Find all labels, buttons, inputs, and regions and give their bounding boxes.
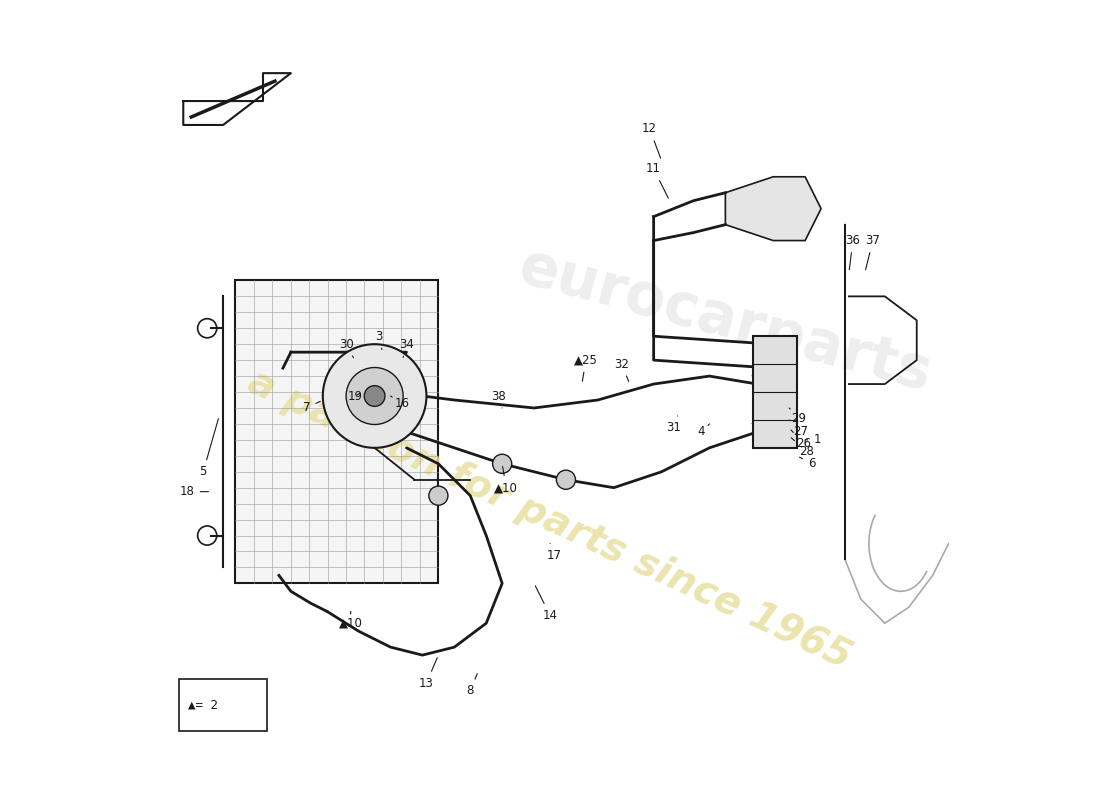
Text: 19: 19 — [348, 390, 362, 402]
Text: 32: 32 — [614, 358, 629, 382]
Text: ▲10: ▲10 — [494, 466, 518, 494]
Text: ▲10: ▲10 — [339, 611, 363, 630]
Text: 36: 36 — [846, 234, 860, 270]
Text: 18: 18 — [179, 485, 208, 498]
Text: 4: 4 — [697, 424, 710, 438]
Bar — [235, 281, 439, 583]
Polygon shape — [725, 177, 821, 241]
Text: 5: 5 — [199, 418, 219, 478]
Circle shape — [346, 367, 403, 425]
FancyBboxPatch shape — [179, 679, 267, 731]
Text: 38: 38 — [491, 390, 506, 408]
Text: ▲= 2: ▲= 2 — [188, 699, 218, 712]
Circle shape — [364, 386, 385, 406]
Circle shape — [322, 344, 427, 448]
Text: 27: 27 — [789, 420, 808, 438]
Text: 1: 1 — [805, 434, 821, 446]
Text: 13: 13 — [419, 658, 438, 690]
Text: 29: 29 — [789, 408, 806, 425]
Text: 3: 3 — [375, 330, 383, 350]
Text: 37: 37 — [866, 234, 880, 270]
Text: 30: 30 — [339, 338, 354, 358]
Circle shape — [429, 486, 448, 506]
Text: 14: 14 — [536, 586, 558, 622]
Text: 16: 16 — [390, 396, 410, 410]
Text: eurocarparts: eurocarparts — [513, 238, 938, 403]
Text: 17: 17 — [547, 543, 561, 562]
Text: 34: 34 — [399, 338, 414, 358]
Circle shape — [557, 470, 575, 490]
Polygon shape — [184, 73, 290, 125]
Bar — [754, 336, 798, 448]
Text: ▲25: ▲25 — [574, 354, 597, 382]
Circle shape — [493, 454, 512, 474]
Text: 6: 6 — [800, 457, 815, 470]
Text: 12: 12 — [642, 122, 661, 158]
Text: 31: 31 — [667, 416, 681, 434]
Text: 8: 8 — [466, 674, 477, 698]
Text: a passion for parts since 1965: a passion for parts since 1965 — [242, 362, 858, 677]
Text: 28: 28 — [791, 438, 814, 458]
Text: 7: 7 — [304, 402, 320, 414]
Text: 26: 26 — [791, 430, 811, 450]
Text: 11: 11 — [646, 162, 669, 198]
